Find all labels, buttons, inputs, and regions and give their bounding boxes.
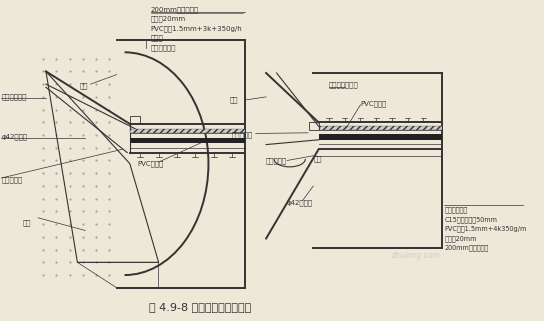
Text: 混凝土垫层: 混凝土垫层 — [266, 157, 287, 164]
Text: 缓冲层: 缓冲层 — [151, 35, 164, 41]
Bar — [309, 122, 319, 130]
Text: C15混凝土垫层50mm: C15混凝土垫层50mm — [444, 216, 497, 223]
Text: PVC防水1.5mm+4k350g/m: PVC防水1.5mm+4k350g/m — [444, 226, 527, 232]
Text: 200mm混凝土结构: 200mm混凝土结构 — [151, 6, 199, 13]
Text: φ42注浆孔: φ42注浆孔 — [287, 199, 313, 206]
Text: PVC防水片: PVC防水片 — [361, 100, 387, 107]
Text: 图 4.9-8 联络通道洞门防水施: 图 4.9-8 联络通道洞门防水施 — [150, 302, 252, 312]
Text: 结构防水处理: 结构防水处理 — [151, 44, 176, 51]
Text: 200mm初衬混凝土: 200mm初衬混凝土 — [444, 245, 489, 251]
Text: 初支: 初支 — [79, 82, 88, 89]
Text: 防水做法说明: 防水做法说明 — [444, 206, 468, 213]
Text: PVC防水1.5mm+3k+350g/h: PVC防水1.5mm+3k+350g/h — [151, 25, 243, 32]
Text: 结构防水层初衬: 结构防水层初衬 — [329, 82, 358, 88]
Bar — [130, 116, 140, 124]
Bar — [130, 129, 245, 134]
Text: 结构防水初衬: 结构防水初衬 — [2, 93, 27, 100]
Text: 粗糙度20mm: 粗糙度20mm — [444, 235, 477, 242]
Text: 初衬: 初衬 — [230, 97, 238, 103]
Text: 垫板: 垫板 — [22, 219, 31, 226]
Text: PVC防水片: PVC防水片 — [138, 160, 164, 167]
Text: φ42注浆孔: φ42注浆孔 — [2, 133, 28, 140]
Text: zhulong.com: zhulong.com — [391, 251, 440, 260]
Text: 垫层: 垫层 — [313, 156, 322, 162]
Text: 膨胀止水条: 膨胀止水条 — [232, 131, 254, 138]
Text: 粗糙度20mm: 粗糙度20mm — [151, 16, 186, 22]
Bar — [319, 134, 442, 140]
Text: 密封胶处理: 密封胶处理 — [2, 176, 23, 183]
Bar — [130, 138, 245, 143]
Bar — [319, 126, 442, 130]
